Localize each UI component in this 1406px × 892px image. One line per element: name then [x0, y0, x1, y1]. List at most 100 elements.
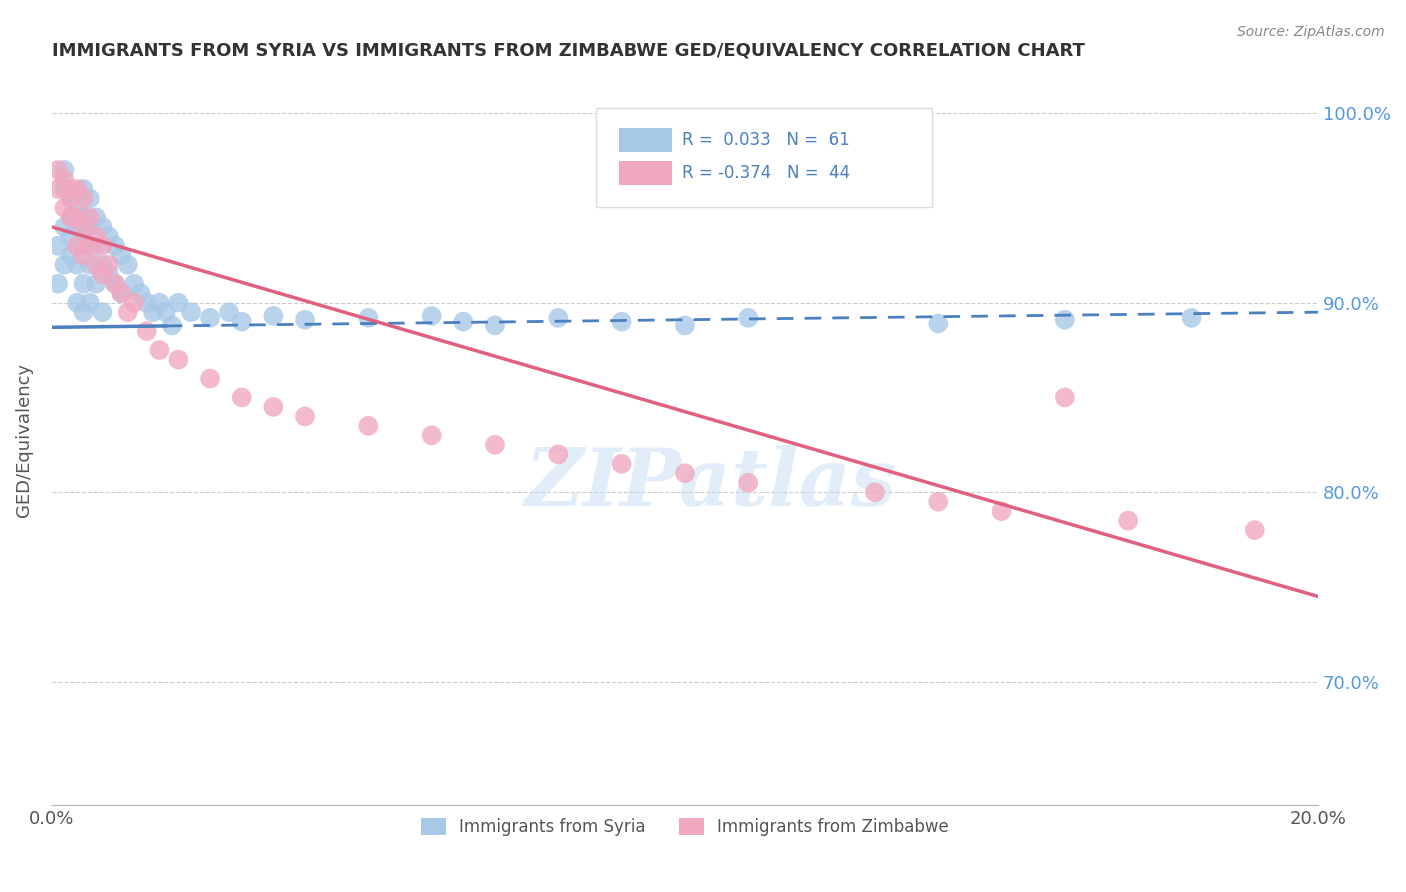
- Point: [53, 258, 76, 272]
- Point: [167, 352, 190, 367]
- Point: [110, 286, 132, 301]
- Point: [990, 504, 1012, 518]
- Point: [484, 438, 506, 452]
- Point: [84, 258, 107, 272]
- Point: [1116, 514, 1139, 528]
- Point: [673, 467, 696, 481]
- Point: [135, 295, 157, 310]
- Point: [160, 318, 183, 333]
- Point: [91, 305, 114, 319]
- Point: [66, 201, 89, 215]
- Point: [122, 277, 145, 291]
- Point: [148, 343, 170, 357]
- Point: [72, 219, 94, 234]
- Point: [59, 248, 82, 262]
- Point: [79, 191, 101, 205]
- Point: [357, 310, 380, 325]
- Text: Source: ZipAtlas.com: Source: ZipAtlas.com: [1237, 25, 1385, 39]
- Point: [72, 182, 94, 196]
- Point: [294, 409, 316, 424]
- Point: [104, 277, 127, 291]
- Y-axis label: GED/Equivalency: GED/Equivalency: [15, 363, 32, 517]
- Point: [673, 318, 696, 333]
- Point: [262, 309, 284, 323]
- Point: [91, 267, 114, 281]
- Point: [262, 400, 284, 414]
- Point: [218, 305, 240, 319]
- Point: [72, 211, 94, 225]
- Text: IMMIGRANTS FROM SYRIA VS IMMIGRANTS FROM ZIMBABWE GED/EQUIVALENCY CORRELATION CH: IMMIGRANTS FROM SYRIA VS IMMIGRANTS FROM…: [52, 42, 1084, 60]
- Point: [91, 239, 114, 253]
- Point: [231, 315, 253, 329]
- Point: [53, 172, 76, 186]
- Point: [167, 295, 190, 310]
- Point: [84, 211, 107, 225]
- Point: [231, 391, 253, 405]
- Point: [91, 219, 114, 234]
- Legend: Immigrants from Syria, Immigrants from Zimbabwe: Immigrants from Syria, Immigrants from Z…: [412, 809, 957, 844]
- Point: [59, 211, 82, 225]
- Point: [135, 324, 157, 338]
- Text: R = -0.374   N =  44: R = -0.374 N = 44: [682, 164, 851, 182]
- Point: [84, 229, 107, 244]
- Point: [117, 258, 139, 272]
- Point: [59, 229, 82, 244]
- Point: [155, 305, 177, 319]
- Point: [53, 163, 76, 178]
- Point: [198, 310, 221, 325]
- Point: [1053, 391, 1076, 405]
- Point: [453, 315, 475, 329]
- Point: [91, 258, 114, 272]
- Point: [59, 182, 82, 196]
- Point: [1243, 523, 1265, 537]
- Point: [610, 315, 633, 329]
- Point: [1053, 312, 1076, 326]
- Point: [72, 277, 94, 291]
- Point: [737, 475, 759, 490]
- Point: [79, 219, 101, 234]
- Point: [84, 277, 107, 291]
- Point: [66, 182, 89, 196]
- Point: [294, 312, 316, 326]
- Point: [46, 239, 69, 253]
- Point: [547, 447, 569, 461]
- Point: [53, 219, 76, 234]
- Text: ZIPatlas: ZIPatlas: [524, 445, 897, 523]
- Point: [117, 305, 139, 319]
- Point: [110, 248, 132, 262]
- Point: [547, 310, 569, 325]
- Text: R =  0.033   N =  61: R = 0.033 N = 61: [682, 131, 851, 149]
- Point: [420, 428, 443, 442]
- Point: [97, 229, 120, 244]
- Point: [46, 182, 69, 196]
- Point: [66, 219, 89, 234]
- Point: [484, 318, 506, 333]
- Point: [59, 191, 82, 205]
- Point: [72, 305, 94, 319]
- Point: [737, 310, 759, 325]
- FancyBboxPatch shape: [619, 128, 672, 152]
- Point: [148, 295, 170, 310]
- Point: [66, 239, 89, 253]
- Point: [72, 239, 94, 253]
- Point: [72, 191, 94, 205]
- Point: [79, 239, 101, 253]
- FancyBboxPatch shape: [596, 108, 932, 207]
- Point: [104, 239, 127, 253]
- Point: [357, 418, 380, 433]
- Point: [53, 182, 76, 196]
- Point: [79, 211, 101, 225]
- Point: [46, 277, 69, 291]
- Point: [863, 485, 886, 500]
- Point: [59, 211, 82, 225]
- Point: [610, 457, 633, 471]
- Point: [53, 201, 76, 215]
- Point: [122, 295, 145, 310]
- Point: [97, 258, 120, 272]
- Point: [104, 277, 127, 291]
- Point: [66, 211, 89, 225]
- Point: [927, 317, 949, 331]
- Point: [180, 305, 202, 319]
- Point: [97, 267, 120, 281]
- Point: [79, 258, 101, 272]
